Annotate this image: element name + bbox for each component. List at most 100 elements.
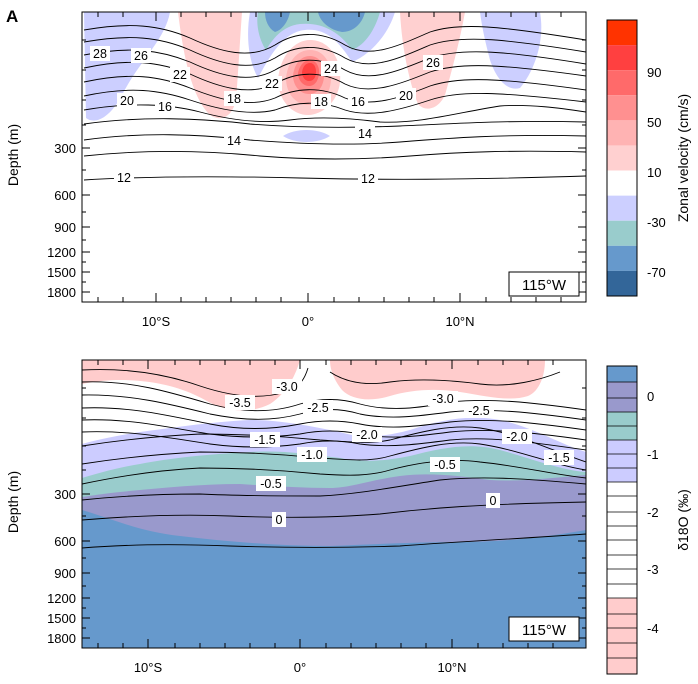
colorbar-segment: [607, 195, 637, 221]
top-westward-patch-steel-2: [318, 12, 365, 32]
contour-label: 22: [265, 77, 279, 91]
top-y-tick-labels: 300 600 900 1200 1500 1800: [47, 141, 76, 300]
contour-label: 28: [93, 47, 107, 61]
contour-label: -2.5: [307, 401, 329, 415]
contour-label: 20: [120, 94, 134, 108]
bottom-field: -3.5 -3.0 -2.5 -3.0 -2.5 -2.0 -2.0 -1.5 …: [82, 360, 586, 648]
location-label: 115°W: [522, 277, 567, 294]
contour-label: -0.5: [434, 458, 456, 472]
contour-label: 12: [117, 171, 131, 185]
top-panel: A: [5, 7, 691, 329]
contour-label: -0.5: [260, 477, 282, 491]
x-tick-label: 10°N: [437, 660, 466, 675]
contour-label: 14: [358, 127, 372, 141]
x-tick-label: 0°: [302, 314, 314, 329]
y-tick-label: 1500: [47, 265, 76, 280]
bottom-location-box: 115°W: [508, 616, 580, 642]
colorbar-segment: [607, 45, 637, 71]
contour-label: 18: [227, 92, 241, 106]
top-y-axis-label: Depth (m): [5, 124, 21, 186]
colorbar-segment: [607, 120, 637, 146]
colorbar-tick: 10: [647, 165, 661, 180]
bottom-colorbar: 0 -1 -2 -3 -4 δ18O (‰): [606, 365, 691, 675]
colorbar-tick: -4: [647, 621, 659, 636]
x-tick-label: 0°: [294, 660, 306, 675]
colorbar-segment: [607, 145, 637, 171]
y-tick-label: 900: [54, 566, 76, 581]
contour-label: -2.0: [356, 428, 378, 442]
panel-letter: A: [6, 7, 18, 26]
top-colorbar-label: Zonal velocity (cm/s): [675, 94, 691, 222]
x-tick-label: 10°S: [134, 660, 163, 675]
y-tick-label: 300: [54, 487, 76, 502]
y-tick-label: 1800: [47, 631, 76, 646]
contour-label: 14: [227, 134, 241, 148]
top-colorbar-ticks: 90 50 10 -30 -70: [647, 65, 666, 280]
y-tick-label: 600: [54, 188, 76, 203]
contour-label: -3.5: [229, 396, 251, 410]
colorbar-tick: 50: [647, 115, 661, 130]
contour-label: 0: [490, 494, 497, 508]
contour-label: -1.0: [301, 448, 323, 462]
bottom-colorbar-ticks: 0 -1 -2 -3 -4: [647, 389, 659, 636]
contour-label: 26: [426, 56, 440, 70]
contour-label: -1.5: [254, 433, 276, 447]
top-westward-patch-steel-1: [265, 12, 290, 32]
colorbar-tick: -2: [647, 505, 659, 520]
colorbar-tick: -70: [647, 265, 666, 280]
bottom-ticks: [82, 360, 586, 648]
top-westward-patch-small: [283, 130, 330, 142]
colorbar-segment: [607, 170, 637, 196]
colorbar-tick: -1: [647, 447, 659, 462]
contour-label: 12: [361, 172, 375, 186]
y-tick-label: 300: [54, 141, 76, 156]
bottom-contour-labels: -3.5 -3.0 -2.5 -3.0 -2.5 -2.0 -2.0 -1.5 …: [225, 379, 574, 527]
colorbar-segment: [607, 20, 637, 46]
top-colorbar: 90 50 10 -30 -70 Zonal velocity (cm/s): [606, 19, 691, 297]
contour-label: -2.5: [468, 404, 490, 418]
bottom-x-tick-labels: 10°S 0° 10°N: [134, 660, 467, 675]
bottom-layer-below-neg3-east: [330, 360, 545, 400]
colorbar-segment: [607, 245, 637, 271]
y-tick-label: 1500: [47, 611, 76, 626]
contour-label: 16: [351, 95, 365, 109]
contour-label: 16: [158, 100, 172, 114]
y-tick-label: 900: [54, 220, 76, 235]
top-field: 28 26 22 20 18 16 24 22 18 16 20 26 14 1…: [82, 12, 586, 302]
x-tick-label: 10°N: [445, 314, 474, 329]
y-tick-label: 1200: [47, 591, 76, 606]
colorbar-segment: [607, 70, 637, 96]
contour-label: -3.0: [276, 380, 298, 394]
y-tick-label: 600: [54, 534, 76, 549]
bottom-panel: -3.5 -3.0 -2.5 -3.0 -2.5 -2.0 -2.0 -1.5 …: [5, 359, 691, 675]
colorbar-tick: 0: [647, 389, 654, 404]
colorbar-segment: [607, 270, 637, 296]
x-tick-label: 10°S: [142, 314, 171, 329]
top-x-tick-labels: 10°S 0° 10°N: [142, 314, 475, 329]
y-tick-label: 1800: [47, 285, 76, 300]
contour-label: -1.5: [548, 451, 570, 465]
contour-label: 24: [324, 62, 338, 76]
colorbar-segment: [607, 220, 637, 246]
top-location-box: 115°W: [508, 271, 580, 297]
top-eastward-core-5: [302, 63, 316, 81]
colorbar-tick: 90: [647, 65, 661, 80]
bottom-y-axis-label: Depth (m): [5, 471, 21, 533]
contour-label: 26: [134, 49, 148, 63]
contour-label: 22: [173, 68, 187, 82]
contour-label: -3.0: [432, 392, 454, 406]
location-label: 115°W: [522, 622, 567, 639]
bottom-plot-frame: [81, 359, 587, 649]
colorbar-segment: [607, 95, 637, 121]
contour-label: -2.0: [506, 430, 528, 444]
contour-label: 20: [399, 89, 413, 103]
contour-label: 0: [276, 513, 283, 527]
colorbar-tick: -30: [647, 215, 666, 230]
y-tick-label: 1200: [47, 245, 76, 260]
colorbar-tick: -3: [647, 562, 659, 577]
bottom-colorbar-label: δ18O (‰): [675, 489, 691, 550]
contour-label: 18: [314, 95, 328, 109]
top-contour-labels: 28 26 22 20 18 16 24 22 18 16 20 26 14 1…: [90, 46, 443, 186]
bottom-y-tick-labels: 300 600 900 1200 1500 1800: [47, 487, 76, 646]
